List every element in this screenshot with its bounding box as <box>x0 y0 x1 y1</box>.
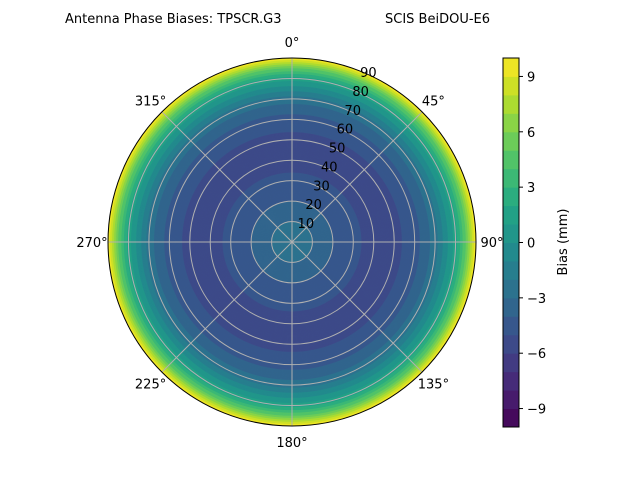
radial-tick-label: 10 <box>298 217 315 232</box>
colorbar-level <box>503 224 519 243</box>
radial-tick-labels: 10 20 30 40 50 60 70 80 90 <box>298 66 377 232</box>
radial-tick-label: 70 <box>344 104 361 119</box>
chart-title-right: SCIS BeiDOU-E6 <box>385 12 490 27</box>
colorbar-level <box>503 408 519 428</box>
theta-tick-label: 0° <box>285 36 300 51</box>
theta-tick-label: 90° <box>480 236 503 251</box>
polar-frame <box>107 57 477 427</box>
theta-gridline <box>291 241 423 373</box>
colorbar-level <box>503 150 519 170</box>
colorbar-level <box>503 279 519 299</box>
colorbar-tick-label: −3 <box>527 292 546 307</box>
theta-tick-label: 225° <box>135 377 166 392</box>
theta-gridline <box>161 241 293 373</box>
colorbar-tick-label: 9 <box>527 70 535 85</box>
chart-title-left: Antenna Phase Biases: TPSCR.G3 <box>65 12 281 27</box>
theta-gridline <box>161 111 293 243</box>
polar-grid <box>107 57 477 427</box>
colorbar-tick-label: −9 <box>527 403 546 418</box>
theta-tick-label: 180° <box>276 436 307 451</box>
radial-tick-label: 60 <box>337 123 354 138</box>
colorbar-tick-label: −6 <box>527 347 546 362</box>
colorbar-level <box>503 187 519 207</box>
colorbar-level <box>503 260 519 280</box>
colorbar-level <box>503 205 519 225</box>
radial-tick-label: 50 <box>329 142 346 157</box>
theta-tick-labels: 0° 45° 90° 135° 180° 225° 270° 315° <box>76 36 503 451</box>
colorbar-level <box>503 94 519 114</box>
colorbar-level <box>503 334 519 354</box>
colorbar-tick-label: 6 <box>527 126 535 141</box>
colorbar-tick-label: 0 <box>527 237 535 252</box>
colorbar-level <box>503 76 519 96</box>
colorbar: −9 −6 −3 0 3 6 9 <box>502 57 546 428</box>
colorbar-level <box>503 316 519 336</box>
radial-tick-label: 20 <box>305 198 322 213</box>
colorbar-tick-label: 3 <box>527 181 535 196</box>
colorbar-level <box>503 168 519 188</box>
theta-tick-label: 270° <box>76 236 107 251</box>
theta-tick-label: 45° <box>422 95 445 110</box>
theta-tick-label: 315° <box>135 95 166 110</box>
colorbar-level <box>503 297 519 317</box>
theta-gridline <box>291 111 423 243</box>
radial-tick-label: 40 <box>321 160 338 175</box>
colorbar-level <box>503 353 519 373</box>
colorbar-level <box>503 58 519 77</box>
colorbar-level <box>503 113 519 133</box>
theta-tick-label: 135° <box>418 377 449 392</box>
radial-tick-label: 90 <box>360 66 377 81</box>
colorbar-level <box>503 242 519 262</box>
radial-tick-label: 80 <box>352 85 369 100</box>
radial-tick-label: 30 <box>313 179 330 194</box>
colorbar-level <box>503 371 519 391</box>
colorbar-level <box>503 390 519 410</box>
colorbar-label: Bias (mm) <box>556 209 571 276</box>
colorbar-level <box>503 131 519 151</box>
